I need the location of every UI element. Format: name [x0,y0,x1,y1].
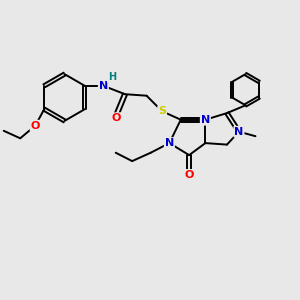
Text: N: N [99,81,108,91]
Text: N: N [234,127,244,137]
Text: O: O [31,121,40,131]
Text: S: S [158,106,166,116]
Text: N: N [165,138,174,148]
Text: N: N [201,115,210,125]
Text: H: H [108,72,116,82]
Text: O: O [112,113,121,123]
Text: O: O [184,170,194,180]
